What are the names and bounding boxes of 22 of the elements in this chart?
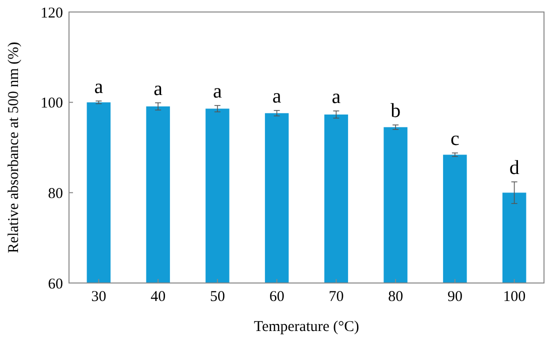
annotation: c (450, 128, 460, 150)
annotation: a (272, 85, 282, 108)
x-tick-label: 50 (210, 289, 225, 305)
annotation: b (390, 100, 401, 122)
x-tick-label: 70 (328, 289, 344, 305)
annotation: a (94, 76, 104, 98)
y-axis-title: Relative absorbance at 500 nm (%) (6, 42, 22, 254)
x-tick-label: 80 (388, 289, 404, 305)
y-tick-label: 100 (40, 96, 63, 112)
annotation: a (154, 78, 163, 100)
x-tick-label: 40 (150, 289, 166, 305)
x-tick-label: 60 (269, 289, 284, 305)
y-tick-label: 120 (40, 5, 63, 22)
x-tick-label: 100 (503, 289, 526, 305)
annotation: d (509, 156, 520, 179)
y-tick-label: 60 (48, 276, 63, 292)
annotation: a (332, 86, 341, 108)
x-tick-label: 90 (447, 289, 462, 305)
x-tick-label: 30 (91, 289, 106, 305)
x-axis-title: Temperature (°C) (254, 319, 360, 335)
annotation: a (212, 80, 222, 102)
y-tick-label: 80 (48, 186, 63, 202)
